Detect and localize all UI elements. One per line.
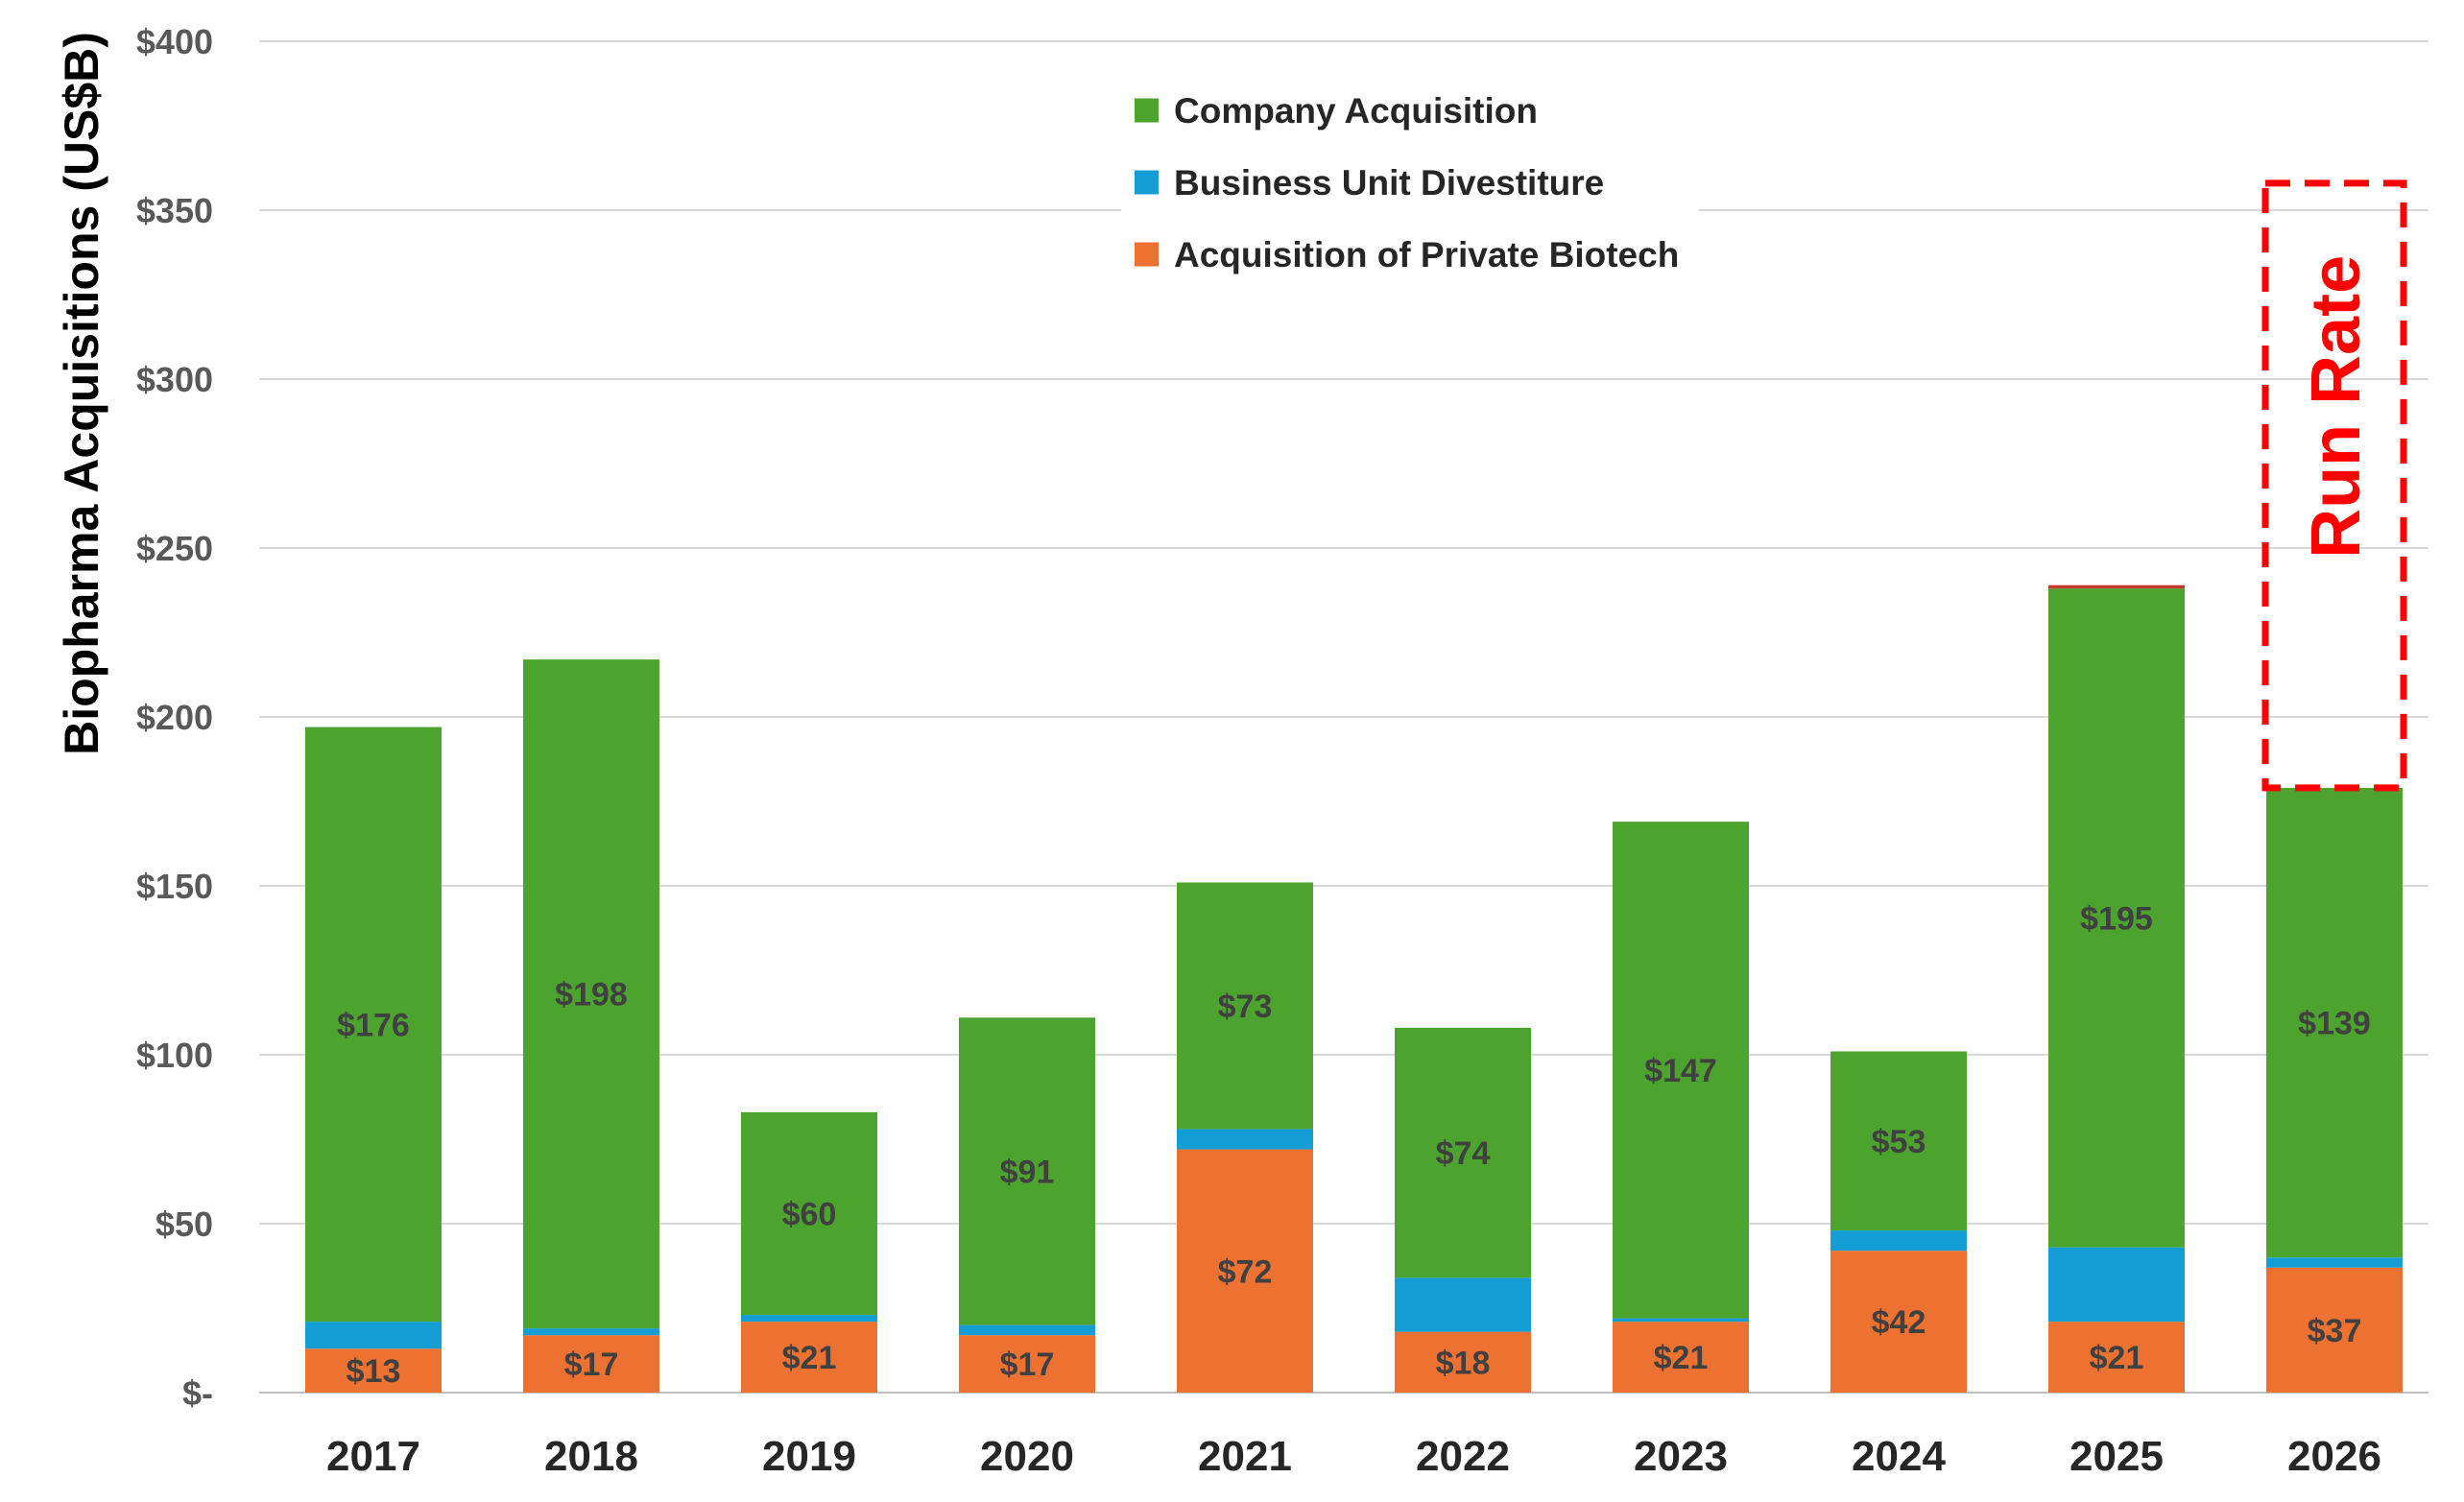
data-label: $74 [1436,1135,1491,1172]
run-rate-box [2261,179,2407,792]
y-axis-title: Biopharma Acquisitions (US$B) [55,32,108,755]
legend-label: Acquisition of Private Biotech [1174,235,1679,274]
data-label: $37 [2308,1313,2362,1349]
bar-segment-company-acquisition [305,727,442,1323]
data-label: $21 [1654,1340,1709,1376]
y-tick-label: $300 [136,360,213,399]
legend-label: Company Acquisition [1174,91,1538,131]
bar-segment-acquisition-of-private-biotech [1830,1251,1967,1393]
data-label: $17 [1000,1347,1055,1383]
bar-segment-acquisition-of-private-biotech [1177,1149,1313,1393]
x-tick-label: 2026 [2287,1433,2381,1480]
bar-segment-acquisition-of-private-biotech [523,1335,659,1393]
data-label: $147 [1644,1053,1717,1089]
y-tick-label: $350 [136,191,213,230]
data-label: $73 [1218,989,1273,1025]
bars [305,584,2403,1393]
data-label: $18 [1436,1345,1491,1381]
bar-segment-acquisition-of-private-biotech [741,1322,877,1393]
bar-segment-business-unit-divestiture [1613,1318,1749,1323]
y-tick-label: $150 [136,867,213,906]
legend-label: Business Unit Divestiture [1174,163,1604,203]
bar-segment-acquisition-of-private-biotech [959,1335,1095,1393]
data-label: $42 [1872,1304,1926,1341]
bar-segment-company-acquisition [741,1111,877,1316]
bar-segment-extra [2048,584,2185,589]
legend-background [1121,77,1699,298]
y-tick-label: $200 [136,698,213,737]
axes: Biopharma Acquisitions (US$B) $- $50 $100 $… [55,22,2381,1480]
bar-segment-company-acquisition [2048,588,2185,1248]
data-label: $72 [1218,1253,1273,1290]
y-tick-label: $250 [136,529,213,568]
bar-segment-company-acquisition [1395,1027,1531,1278]
bar-segment-business-unit-divestiture [305,1322,442,1349]
x-tick-label: 2023 [1634,1433,1728,1480]
data-labels: $13 $176 $17 $198 $21 $60 $17 $91 $72 $73 $18 $74 $2… [337,900,2371,1390]
bar-segment-company-acquisition [1177,882,1313,1130]
data-label: $17 [564,1347,619,1383]
y-tick-label: $100 [136,1036,213,1075]
data-label: $176 [337,1007,410,1043]
legend: Company Acquisition Business Unit Divesti… [1121,77,1699,298]
data-label: $13 [347,1353,401,1390]
bar-segment-company-acquisition [1830,1051,1967,1231]
bar-segment-acquisition-of-private-biotech [2048,1322,2185,1393]
y-tick-label: $50 [155,1204,213,1244]
y-tick-label: $- [182,1373,213,1413]
data-label: $21 [2090,1340,2144,1376]
run-rate-annotation: Run Rate [2261,179,2407,792]
bar-segment-company-acquisition [523,659,659,1329]
bar-segment-company-acquisition [1613,822,1749,1319]
legend-swatch [1135,98,1159,123]
x-tick-label: 2017 [326,1433,420,1480]
x-tick-label: 2019 [762,1433,856,1480]
data-label: $195 [2080,900,2153,937]
bar-segment-business-unit-divestiture [523,1328,659,1336]
data-label: $53 [1872,1124,1926,1160]
x-tick-label: 2024 [1852,1433,1946,1480]
bar-segment-business-unit-divestiture [1177,1129,1313,1150]
data-label: $60 [782,1196,837,1232]
run-rate-label: Run Rate [2298,255,2375,559]
bar-segment-acquisition-of-private-biotech [1395,1331,1531,1393]
legend-swatch [1135,170,1159,195]
bar-segment-business-unit-divestiture [1830,1230,1967,1252]
data-label: $21 [782,1340,837,1376]
x-tick-label: 2022 [1416,1433,1510,1480]
data-label: $198 [555,977,628,1013]
data-label: $91 [1000,1154,1055,1190]
bar-segment-company-acquisition [959,1017,1095,1325]
bar-segment-business-unit-divestiture [2048,1247,2185,1323]
bar-segment-business-unit-divestiture [1395,1277,1531,1332]
data-label: $139 [2298,1006,2371,1042]
x-tick-label: 2018 [544,1433,638,1480]
y-tick-label: $400 [136,22,213,61]
bar-segment-acquisition-of-private-biotech [305,1348,442,1393]
bar-segment-business-unit-divestiture [959,1324,1095,1336]
x-tick-label: 2021 [1198,1433,1292,1480]
x-tick-label: 2025 [2069,1433,2164,1480]
legend-swatch [1135,242,1159,267]
bar-segment-business-unit-divestiture [741,1315,877,1323]
x-tick-label: 2020 [980,1433,1074,1480]
bar-segment-acquisition-of-private-biotech [1613,1322,1749,1393]
bar-segment-company-acquisition [2266,787,2403,1258]
bar-segment-business-unit-divestiture [2266,1257,2403,1268]
bar-segment-acquisition-of-private-biotech [2266,1267,2403,1393]
